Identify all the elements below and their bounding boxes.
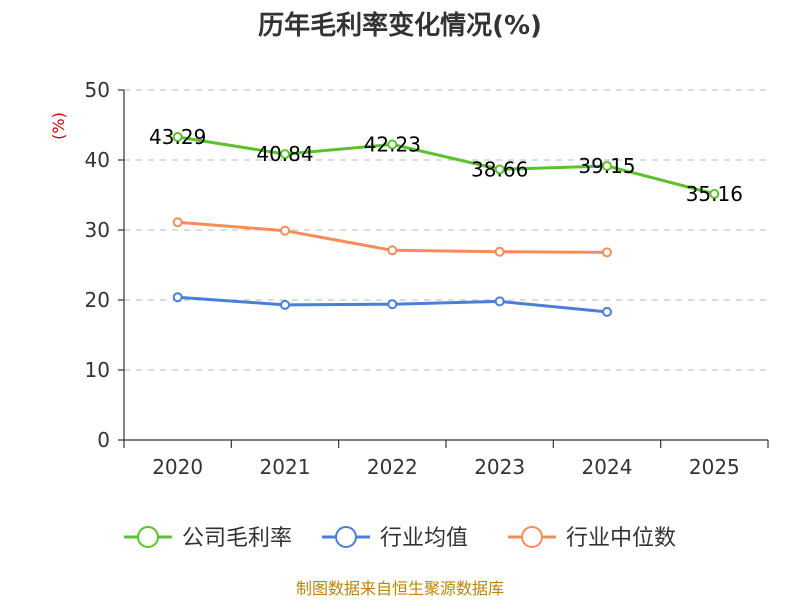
legend-item-2: 行业中位数 bbox=[508, 526, 676, 551]
series-1-point-2024 bbox=[602, 306, 612, 317]
series-0-point-2023 bbox=[494, 164, 505, 175]
x-tick-label-2025: 2025 bbox=[689, 455, 740, 479]
legend-swatch-marker-1 bbox=[335, 526, 357, 548]
data-label-2025: 35.16 bbox=[686, 182, 743, 206]
y-tick-label-0: 0 bbox=[97, 428, 110, 452]
legend-label-2: 行业中位数 bbox=[566, 526, 676, 551]
x-tick-label-2021: 2021 bbox=[260, 455, 311, 479]
series-0-point-2025 bbox=[709, 188, 720, 199]
data-label-2023: 38.66 bbox=[471, 157, 528, 181]
x-tick-label-2023: 2023 bbox=[474, 455, 525, 479]
series-0 bbox=[172, 131, 720, 199]
series-layer bbox=[172, 131, 720, 317]
series-1-point-2020 bbox=[172, 292, 183, 303]
series-0-point-2021 bbox=[280, 149, 290, 160]
data-label-2022: 42.23 bbox=[364, 132, 421, 156]
y-tick-label-20: 20 bbox=[85, 288, 110, 312]
source-note: 制图数据来自恒生聚源数据库 bbox=[296, 579, 504, 598]
legend-label-1: 行业均值 bbox=[380, 526, 468, 551]
legend-label-0: 公司毛利率 bbox=[182, 526, 292, 551]
data-labels: 43.29 40.84 42.23 38.66 39.15 35.16 bbox=[149, 125, 743, 206]
chart-title: 历年毛利率变化情况(%) bbox=[258, 10, 542, 41]
series-0-point-2024 bbox=[602, 160, 612, 171]
gridlines bbox=[124, 89, 768, 371]
data-label-2020: 43.29 bbox=[149, 125, 206, 149]
series-2 bbox=[172, 217, 612, 258]
axes: 0 10 20 30 40 50 2020 2021 2022 2023 2024 2025 bbox=[85, 78, 769, 479]
data-label-2021: 40.84 bbox=[256, 142, 313, 166]
legend-item-0: 公司毛利率 bbox=[124, 526, 292, 551]
series-2-point-2021 bbox=[280, 225, 290, 236]
legend: 公司毛利率 行业均值 行业中位数 bbox=[124, 526, 676, 551]
series-0-point-2020 bbox=[172, 131, 183, 142]
y-tick-label-50: 50 bbox=[85, 78, 110, 102]
y-tick-label-10: 10 bbox=[85, 358, 110, 382]
series-2-point-2023 bbox=[494, 246, 505, 257]
legend-item-1: 行业均值 bbox=[322, 526, 468, 551]
series-1-point-2023 bbox=[494, 296, 505, 307]
series-1-point-2021 bbox=[280, 299, 290, 310]
y-tick-label-40: 40 bbox=[85, 148, 110, 172]
series-0-point-2022 bbox=[387, 139, 398, 150]
x-tick-label-2020: 2020 bbox=[152, 455, 203, 479]
series-1 bbox=[172, 292, 612, 317]
legend-swatch-marker-2 bbox=[521, 526, 543, 548]
series-0-line bbox=[177, 135, 715, 196]
series-2-point-2024 bbox=[602, 247, 612, 258]
series-1-point-2022 bbox=[387, 299, 398, 310]
y-axis-unit: (%) bbox=[49, 112, 68, 140]
x-tick-label-2024: 2024 bbox=[582, 455, 633, 479]
data-label-2024: 39.15 bbox=[578, 154, 635, 178]
legend-swatch-marker-0 bbox=[137, 526, 159, 548]
x-tick-label-2022: 2022 bbox=[367, 455, 418, 479]
y-tick-label-30: 30 bbox=[85, 218, 110, 242]
series-2-point-2020 bbox=[172, 217, 183, 228]
series-2-point-2022 bbox=[387, 245, 398, 256]
